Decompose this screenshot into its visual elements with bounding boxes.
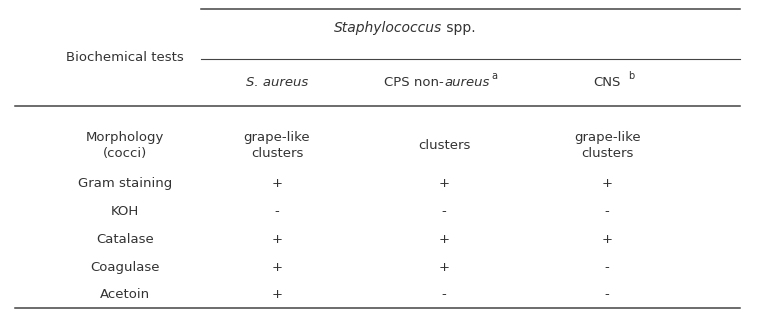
Text: +: + (602, 177, 613, 190)
Text: -: - (605, 288, 609, 301)
Text: +: + (439, 177, 449, 190)
Text: CNS: CNS (594, 76, 621, 90)
Text: Biochemical tests: Biochemical tests (66, 51, 184, 64)
Text: +: + (439, 233, 449, 246)
Text: S. aureus: S. aureus (246, 76, 308, 90)
Text: +: + (272, 177, 282, 190)
Text: -: - (605, 261, 609, 274)
Text: Coagulase: Coagulase (90, 261, 160, 274)
Text: aureus: aureus (444, 76, 490, 90)
Text: clusters: clusters (417, 139, 471, 152)
Text: +: + (272, 288, 282, 301)
Text: -: - (275, 205, 279, 218)
Text: Staphylococcus: Staphylococcus (334, 21, 442, 35)
Text: grape-like
clusters: grape-like clusters (244, 131, 310, 160)
Text: Catalase: Catalase (96, 233, 154, 246)
Text: Gram staining: Gram staining (78, 177, 172, 190)
Text: CPS non-: CPS non- (384, 76, 444, 90)
Text: +: + (272, 261, 282, 274)
Text: grape-like
clusters: grape-like clusters (574, 131, 641, 160)
Text: +: + (439, 261, 449, 274)
Text: -: - (442, 205, 446, 218)
Text: KOH: KOH (111, 205, 140, 218)
Text: a: a (491, 71, 497, 81)
Text: +: + (272, 233, 282, 246)
Text: -: - (605, 205, 609, 218)
Text: Acetoin: Acetoin (100, 288, 150, 301)
Text: Morphology
(cocci): Morphology (cocci) (86, 131, 165, 160)
Text: spp.: spp. (442, 21, 476, 35)
Text: +: + (602, 233, 613, 246)
Text: b: b (628, 71, 635, 81)
Text: -: - (442, 288, 446, 301)
